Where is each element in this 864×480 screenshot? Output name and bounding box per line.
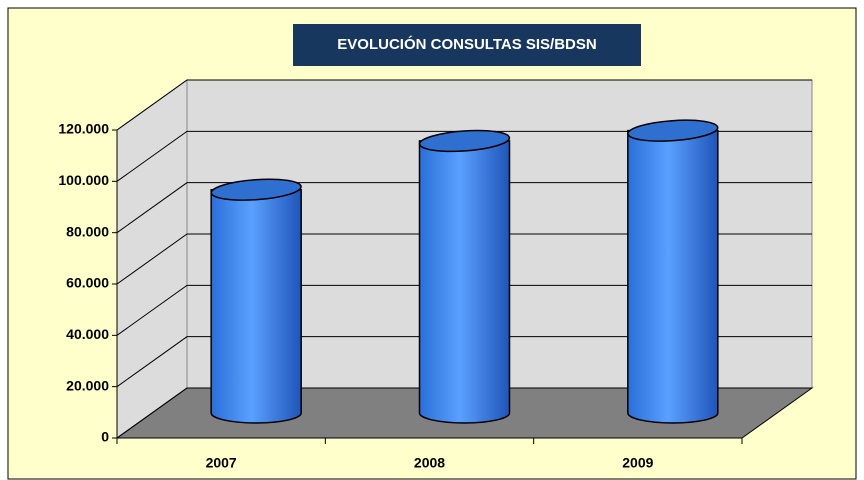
title-box [293, 24, 641, 66]
bar [627, 129, 719, 424]
y-tick-label: 0 [101, 429, 109, 445]
y-tick-label: 20.000 [66, 377, 109, 393]
grid-line [116, 233, 812, 285]
bar-top [210, 178, 302, 201]
bar-top [627, 119, 719, 142]
grid-line [116, 79, 812, 131]
x-tick-label: 2009 [622, 455, 653, 471]
chart-title: EVOLUCIÓN CONSULTAS SIS/BDSN [337, 35, 596, 53]
grid-line [116, 387, 812, 439]
y-tick-label: 60.000 [66, 275, 109, 291]
y-tick-label: 40.000 [66, 326, 109, 342]
bar-top [418, 129, 511, 153]
grid-line [116, 336, 812, 388]
y-tick-label: 120.000 [58, 121, 109, 137]
grid-line [116, 284, 812, 336]
grid-line [116, 130, 812, 182]
x-tick-label: 2008 [414, 455, 445, 471]
y-tick-label: 100.000 [58, 172, 109, 188]
grid-line [116, 182, 812, 234]
y-tick-label: 80.000 [66, 223, 109, 239]
x-tick-label: 2007 [206, 455, 237, 471]
bar [418, 140, 511, 424]
bar [210, 188, 302, 424]
